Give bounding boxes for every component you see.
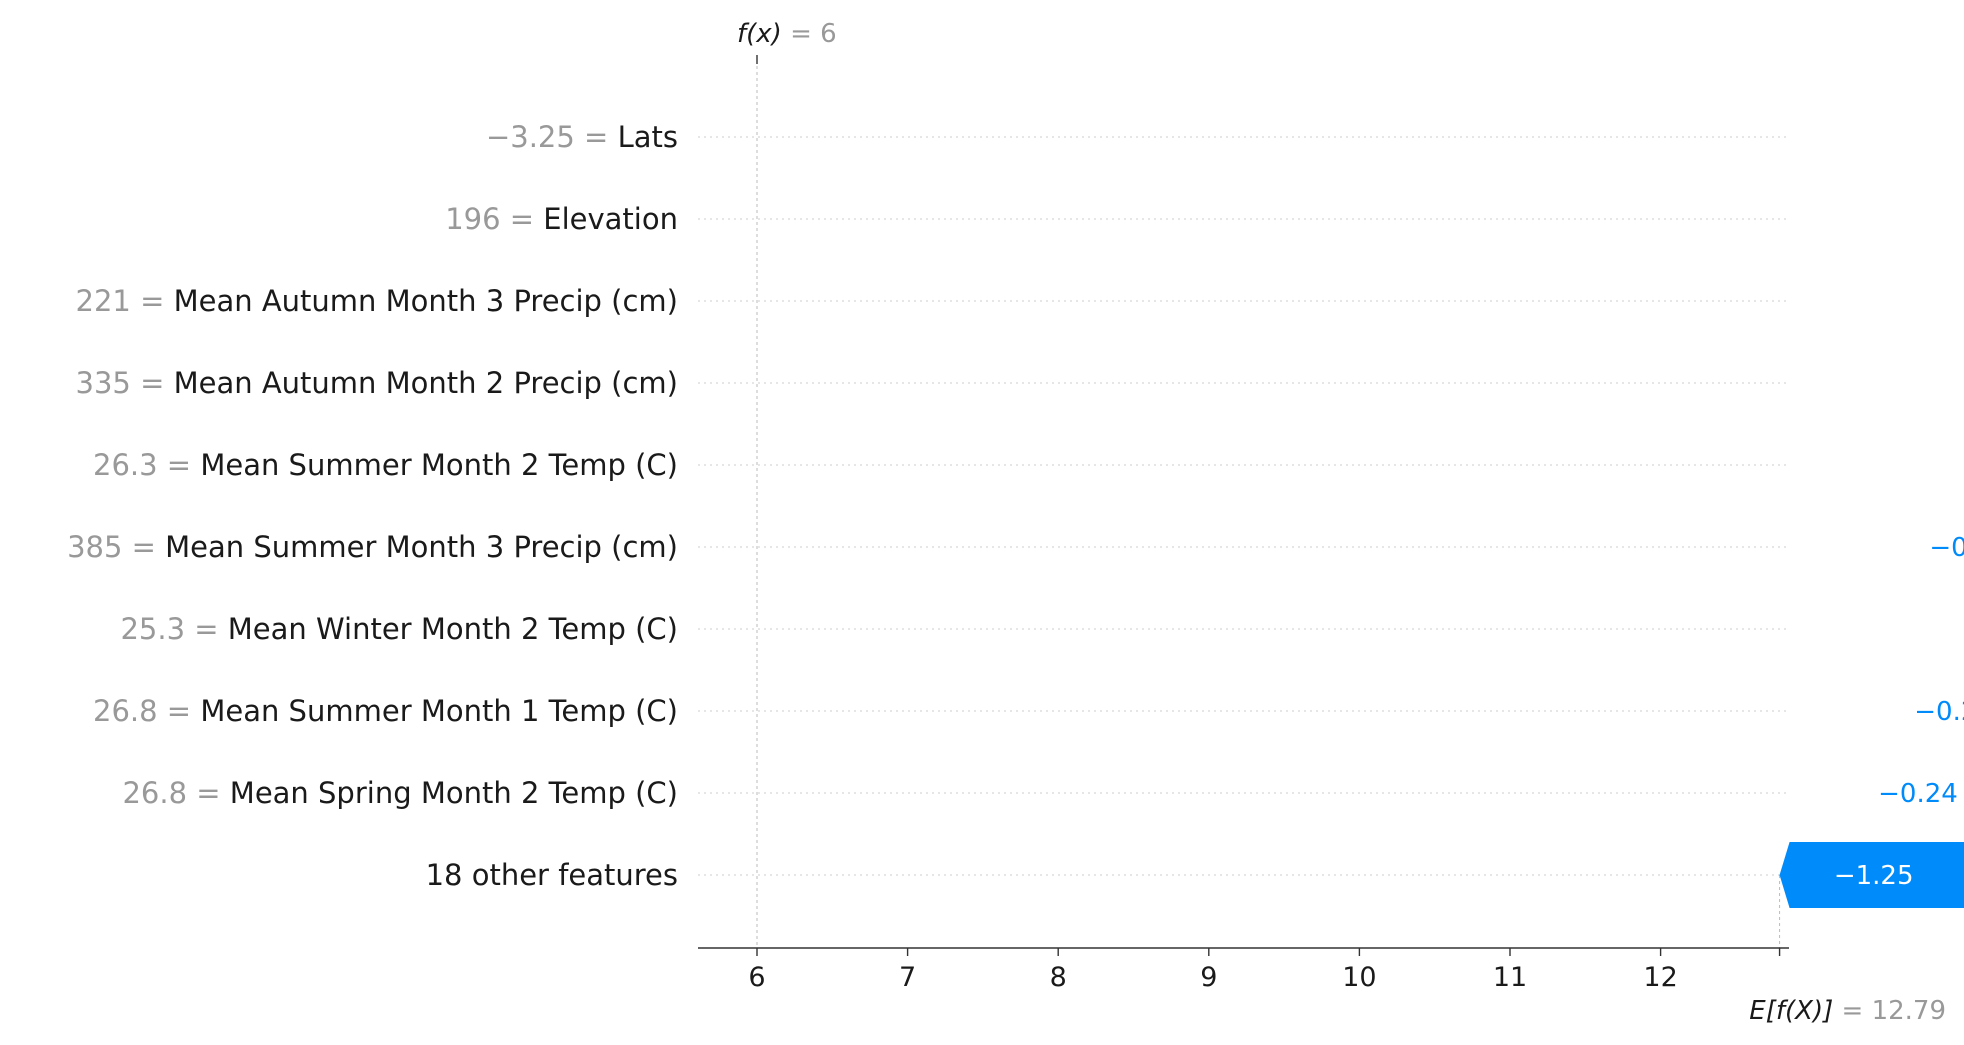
feature-label: 385 = Mean Summer Month 3 Precip (cm) [67,530,678,564]
feature-label: 25.3 = Mean Winter Month 2 Temp (C) [120,612,678,646]
feature-label: 18 other features [426,858,678,892]
feature-name: Lats [618,120,678,154]
x-tick-label: 6 [748,962,765,993]
contribution-bars: −2.32−1.36−0.49−0.44−0.4−0.3+0.28−0.27−0… [1779,533,1964,908]
feature-value: 26.8 = [93,694,200,728]
feature-name: Mean Autumn Month 3 Precip (cm) [174,284,678,318]
base-value-annotation: E[f(X)] = 12.79 [1749,996,1946,1026]
feature-label: 26.3 = Mean Summer Month 2 Temp (C) [93,448,678,482]
feature-name: Mean Summer Month 2 Temp (C) [200,448,678,482]
feature-value: 196 = [445,202,543,236]
feature-label: 26.8 = Mean Summer Month 1 Temp (C) [93,694,678,728]
feature-name: Elevation [543,202,678,236]
feature-name: Mean Winter Month 2 Temp (C) [228,612,678,646]
feature-value: 25.3 = [120,612,227,646]
x-tick-label: 11 [1493,962,1527,993]
bar-value-label: −1.25 [1834,861,1914,891]
feature-value: −3.25 = [486,120,618,154]
x-tick-label: 8 [1050,962,1067,993]
feature-label: 335 = Mean Autumn Month 2 Precip (cm) [76,366,678,400]
reference-lines [756,60,1781,948]
feature-labels: −3.25 = Lats 196 = Elevation 221 = Mean Au… [67,120,678,892]
contribution-bar [1779,842,1964,908]
row-gridlines [698,136,1789,876]
bar-value-label: −0.27 [1914,697,1964,727]
feature-name: Mean Summer Month 3 Precip (cm) [165,530,678,564]
expected-value-annotations: f(x) = 6 E[f(X)] = 12.79 [737,19,1946,1026]
base-value: = 12.79 [1842,996,1946,1026]
fx-label: f(x) [737,19,790,49]
x-axis: 6 7 8 9 10 11 12 [698,947,1789,993]
feature-name: 18 other features [426,858,678,892]
feature-value: 221 = [76,284,174,318]
bar-value-label: −0.3 [1929,533,1964,563]
feature-value: 385 = [67,530,165,564]
feature-value: 26.3 = [93,448,200,482]
base-label: E[f(X)] [1749,996,1841,1026]
fx-annotation: f(x) = 6 [737,19,837,49]
feature-name: Mean Spring Month 2 Temp (C) [230,776,678,810]
feature-label: 26.8 = Mean Spring Month 2 Temp (C) [122,776,678,810]
x-tick-label: 12 [1643,962,1677,993]
feature-name: Mean Summer Month 1 Temp (C) [200,694,678,728]
x-tick-label: 9 [1200,962,1217,993]
feature-label: 221 = Mean Autumn Month 3 Precip (cm) [76,284,678,318]
feature-label: 196 = Elevation [445,202,678,236]
x-tick-label: 7 [899,962,916,993]
bar-value-label: −0.24 [1878,779,1958,809]
x-tick-label: 10 [1342,962,1376,993]
feature-label: −3.25 = Lats [486,120,678,154]
feature-value: 26.8 = [122,776,229,810]
fx-value: = 6 [790,19,837,49]
feature-value: 335 = [76,366,174,400]
feature-name: Mean Autumn Month 2 Precip (cm) [174,366,678,400]
